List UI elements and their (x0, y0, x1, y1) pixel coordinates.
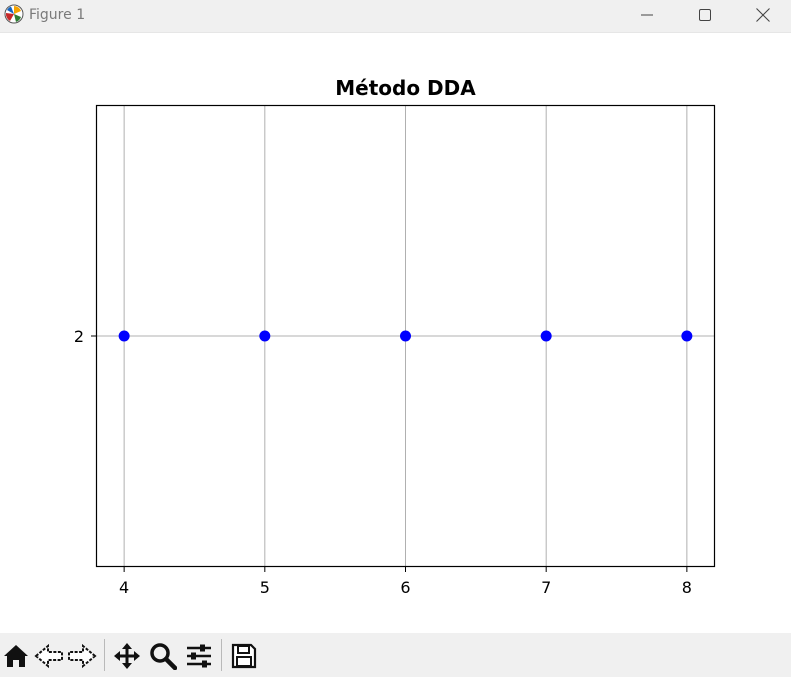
x-tick-label: 4 (119, 578, 129, 597)
x-tick-label: 7 (541, 578, 551, 597)
pan-icon (114, 643, 140, 669)
data-point (118, 330, 130, 342)
zoom-button[interactable] (147, 639, 179, 673)
axes-frame (95, 104, 716, 568)
save-button[interactable] (228, 639, 260, 673)
close-icon (756, 8, 770, 22)
data-point (681, 330, 693, 342)
data-point (259, 330, 271, 342)
y-tick-label: 2 (74, 327, 84, 346)
configure-subplots-button[interactable] (183, 639, 215, 673)
figure-canvas[interactable]: 4 5 6 7 8 2 Método DDA (0, 33, 791, 633)
minimize-icon (641, 14, 653, 16)
x-tick-label: 6 (400, 578, 410, 597)
back-icon (34, 644, 63, 668)
forward-icon (68, 644, 97, 668)
forward-button[interactable] (66, 639, 98, 673)
zoom-icon (150, 643, 177, 670)
matplotlib-app-icon (4, 4, 24, 24)
home-icon (4, 645, 28, 667)
x-tick-label: 8 (682, 578, 692, 597)
navigation-toolbar (0, 633, 791, 677)
maximize-icon (699, 9, 711, 21)
data-point (400, 330, 411, 342)
minimize-button[interactable] (618, 0, 676, 30)
window-title-bar: Figure 1 (0, 0, 791, 33)
toolbar-separator (104, 639, 105, 671)
window-title: Figure 1 (29, 7, 86, 23)
configure-subplots-icon (187, 644, 211, 668)
scatter-plot: 4 5 6 7 8 2 Método DDA (74, 76, 716, 597)
data-point (540, 330, 552, 342)
back-button[interactable] (33, 639, 65, 673)
toolbar-separator (221, 639, 222, 671)
pan-button[interactable] (111, 639, 143, 673)
x-tick-label: 5 (260, 578, 270, 597)
maximize-button[interactable] (676, 0, 734, 30)
chart-title: Método DDA (335, 76, 476, 100)
close-button[interactable] (734, 0, 791, 30)
home-button[interactable] (0, 639, 32, 673)
save-icon (231, 643, 257, 669)
